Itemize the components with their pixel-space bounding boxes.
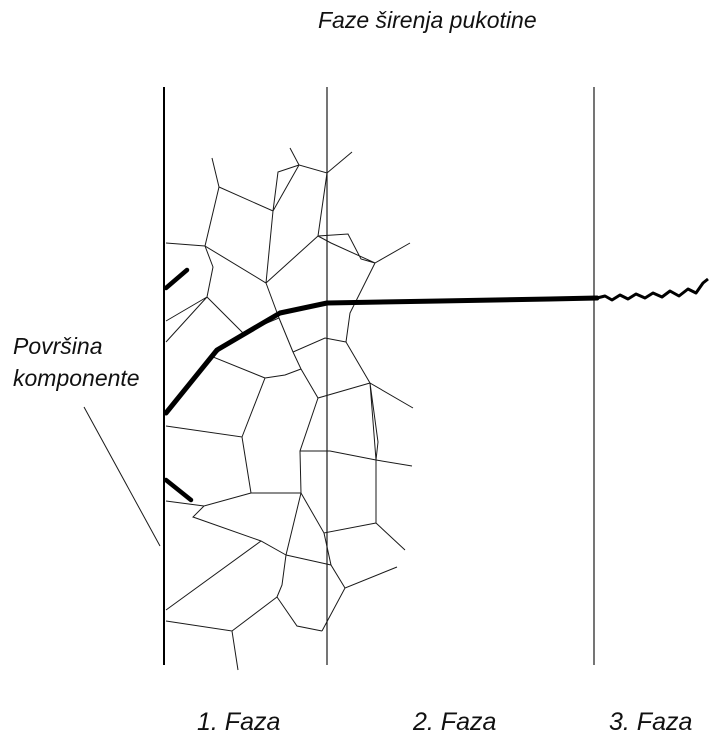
grain-structure — [165, 147, 414, 671]
surface-label-leader — [83, 406, 161, 547]
phase-label-3: 3. Faza — [609, 708, 692, 736]
diagram-title: Faze širenja pukotine — [318, 7, 537, 33]
phase-label-1: 1. Faza — [197, 708, 280, 736]
grain-boundaries — [165, 147, 414, 671]
main-crack-path-phase3 — [596, 277, 709, 302]
surface-label-line2: komponente — [13, 365, 140, 391]
surface-microcrack-upper — [163, 267, 190, 291]
main-crack-path — [163, 295, 600, 416]
surface-microcrack-lower — [163, 477, 194, 503]
phase-label-2: 2. Faza — [412, 708, 496, 736]
surface-label-line1: Površina — [13, 333, 102, 359]
